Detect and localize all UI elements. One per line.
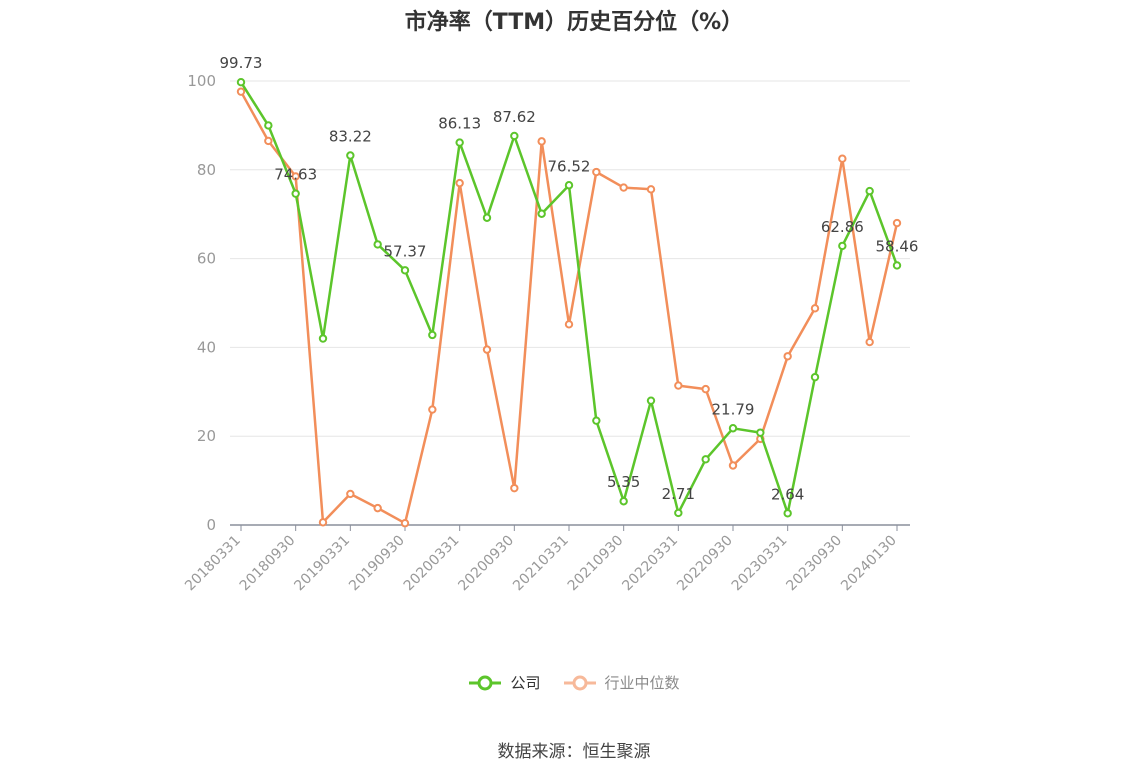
company-point-20220930 [728, 424, 738, 433]
chart-title: 市净率（TTM）历史百分位（%） [404, 10, 744, 35]
company-point-20230331 [783, 509, 792, 518]
company-point-20190930 [400, 266, 410, 275]
industry-point-20211231 [646, 185, 656, 194]
legend-industry-label: 行业中位数 [604, 674, 680, 692]
data-label-20210930: 5.35 [607, 473, 640, 491]
industry-point-20181231 [318, 518, 328, 527]
data-label-20220930: 21.79 [712, 400, 755, 418]
company-point-20220331 [674, 508, 683, 518]
industry-point-20190630 [373, 503, 382, 513]
company-point-20221231 [756, 428, 765, 437]
industry-point-20200331 [455, 178, 464, 188]
company-point-20230930 [838, 241, 847, 251]
industry-point-20190331 [346, 489, 355, 499]
data-label-20200930: 87.62 [493, 108, 536, 126]
y-tick-label-100: 100 [187, 72, 216, 90]
industry-point-20180331 [236, 87, 246, 96]
industry-point-20200930 [510, 483, 519, 493]
industry-point-20220630 [701, 384, 710, 394]
industry-point-20220331 [674, 381, 683, 390]
industry-point-20201231 [537, 137, 546, 146]
company-point-20220630 [701, 455, 710, 464]
data-label-20180930: 74.63 [274, 166, 317, 184]
company-point-20180930 [291, 189, 300, 198]
company-point-20190331 [346, 151, 355, 160]
company-point-20230630 [810, 372, 820, 382]
y-tick-label-20: 20 [197, 427, 216, 445]
company-point-20191231 [428, 330, 437, 340]
industry-point-20230930 [838, 154, 847, 163]
company-point-20200930 [510, 131, 519, 141]
x-tick-label-20180930: 20180930 [237, 533, 299, 595]
company-point-20200331 [455, 138, 464, 147]
legend-item-company[interactable]: 公司 [468, 672, 541, 693]
industry-point-20180930 [291, 172, 300, 181]
x-tick-label-20180331: 20180331 [182, 533, 244, 595]
y-tick-label-80: 80 [197, 161, 216, 179]
company-point-20180331 [236, 77, 246, 87]
x-tick-label-20230331: 20230331 [729, 533, 791, 595]
industry-point-20191231 [428, 405, 437, 414]
legend-company-marker-icon [469, 675, 502, 690]
x-tick-label-20210930: 20210930 [565, 533, 627, 595]
y-tick-label-40: 40 [197, 338, 216, 356]
data-label-20210331: 76.52 [548, 157, 591, 175]
legend: 公司 行业中位数 [0, 672, 1148, 693]
company-point-20211231 [646, 396, 656, 405]
y-tick-label-60: 60 [197, 250, 216, 268]
x-tick-label-20190331: 20190331 [291, 533, 353, 595]
legend-item-industry[interactable]: 行业中位数 [563, 672, 680, 693]
x-tick-label-20210331: 20210331 [510, 533, 572, 595]
source-note: 数据来源：恒生聚源 [497, 742, 651, 762]
x-tick-label-20220331: 20220331 [619, 533, 681, 595]
data-label-20190930: 57.37 [384, 242, 427, 260]
y-tick-label-0: 0 [206, 516, 216, 534]
data-label-20230331: 2.64 [771, 485, 804, 503]
x-tick-label-20220930: 20220930 [674, 533, 736, 595]
industry-point-20230630 [810, 304, 820, 313]
company-point-20210930 [619, 497, 628, 506]
industry-point-20210930 [619, 183, 628, 192]
data-label-20240130: 58.46 [876, 237, 919, 255]
data-label-20220331: 2.71 [662, 485, 695, 503]
industry-point-20240130 [892, 218, 902, 228]
company-point-20190630 [373, 240, 382, 249]
x-axis: 2018033120180930201903312019093020200331… [182, 524, 910, 595]
industry-point-20231231 [865, 337, 874, 347]
series-layer [236, 77, 902, 528]
x-tick-label-20200930: 20200930 [455, 533, 517, 595]
x-tick-label-20190930: 20190930 [346, 533, 408, 595]
data-label-20200331: 86.13 [438, 115, 481, 133]
industry-point-20200630 [482, 345, 492, 354]
x-tick-label-20230930: 20230930 [783, 533, 845, 595]
legend-company-label: 公司 [510, 674, 541, 692]
company-point-20210630 [592, 416, 601, 425]
industry-point-20180630 [264, 136, 273, 146]
industry-point-20190930 [400, 519, 410, 528]
company-point-20240130 [892, 261, 902, 270]
data-label-20190331: 83.22 [329, 128, 372, 146]
industry-point-20210630 [592, 167, 601, 177]
company-point-20180630 [264, 121, 273, 130]
grid-lines [230, 80, 910, 437]
x-tick-label-20200331: 20200331 [401, 533, 463, 595]
company-point-20210331 [564, 181, 574, 190]
data-label-20180331: 99.73 [220, 54, 263, 72]
company-point-20181231 [318, 334, 328, 343]
x-tick-label-20240130: 20240130 [838, 533, 900, 595]
industry-point-20220930 [728, 461, 738, 470]
industry-point-20230331 [783, 352, 792, 361]
legend-industry-marker-icon [563, 675, 596, 690]
data-label-20230930: 62.86 [821, 218, 864, 236]
series-line-company [239, 81, 899, 515]
company-point-20200630 [482, 213, 492, 222]
company-point-20201231 [537, 209, 546, 218]
data-labels: 99.73 74.63 83.22 57.37 86.13 87.62 76.52 5.35 2… [220, 54, 919, 503]
company-point-20231231 [865, 186, 874, 196]
industry-point-20210331 [564, 320, 574, 329]
y-axis-ticks: 0 20 40 60 80 100 [187, 72, 216, 534]
